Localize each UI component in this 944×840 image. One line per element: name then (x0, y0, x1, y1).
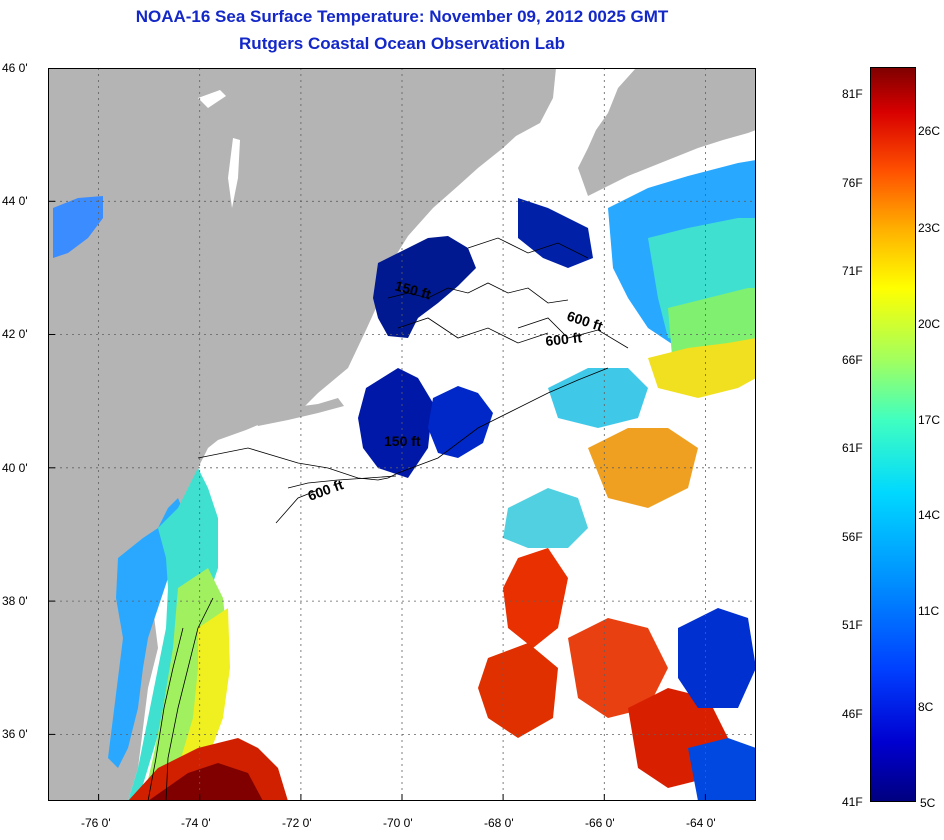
shelf-water-mid-atlantic (128, 468, 218, 801)
y-tick-label: 40 0' (2, 461, 28, 475)
x-tick-label: -66 0' (585, 816, 615, 830)
colorbar-f-label: 81F (842, 87, 863, 101)
colorbar-f-label: 66F (842, 353, 863, 367)
colorbar-c-label: 23C (918, 221, 941, 235)
colorbar-f-label: 51F (842, 618, 863, 632)
land-nova-scotia (578, 68, 756, 196)
contour-label: 150 ft (384, 433, 421, 449)
colorbar-c-label: 20C (918, 317, 941, 331)
colorbar-f-label: 76F (842, 176, 863, 190)
x-tick-label: -72 0' (282, 816, 312, 830)
lake-ontario (53, 196, 103, 258)
y-tick-label: 44 0' (2, 194, 28, 208)
contour-label: 600 ft (545, 329, 583, 349)
x-tick-label: -74 0' (181, 816, 211, 830)
cold-water-gulf-of-maine (373, 236, 476, 338)
colorbar-c-label: 5C (920, 796, 936, 810)
x-tick-label: -64 0' (686, 816, 716, 830)
land-mainland (48, 68, 556, 801)
colorbar-c-label: 11C (918, 604, 940, 618)
colorbar-f-label: 46F (842, 707, 863, 721)
temperature-colorbar (870, 67, 916, 802)
y-tick-label: 46 0' (2, 61, 28, 75)
map-title: NOAA-16 Sea Surface Temperature: Novembe… (135, 7, 669, 26)
x-tick-label: -68 0' (484, 816, 514, 830)
colorbar-f-label: 71F (842, 264, 863, 278)
colorbar-c-label: 17C (918, 413, 941, 427)
y-tick-label: 42 0' (2, 327, 28, 341)
y-tick-label: 38 0' (2, 594, 28, 608)
x-tick-label: -70 0' (383, 816, 413, 830)
colorbar-f-label: 56F (842, 530, 863, 544)
x-tick-label: -76 0' (81, 816, 111, 830)
land-long-island (253, 398, 344, 426)
colorbar-c-label: 8C (918, 700, 934, 714)
cold-water-cape-cod (358, 368, 433, 478)
y-tick-label: 36 0' (2, 727, 28, 741)
map-subtitle: Rutgers Coastal Ocean Observation Lab (239, 34, 565, 53)
colorbar-f-label: 41F (842, 795, 863, 809)
sst-map: 600 ft 600 ft 150 ft 150 ft 600 ft (48, 68, 756, 801)
colorbar-c-label: 14C (918, 508, 941, 522)
colorbar-f-label: 61F (842, 441, 863, 455)
colorbar-c-label: 26C (918, 124, 941, 138)
